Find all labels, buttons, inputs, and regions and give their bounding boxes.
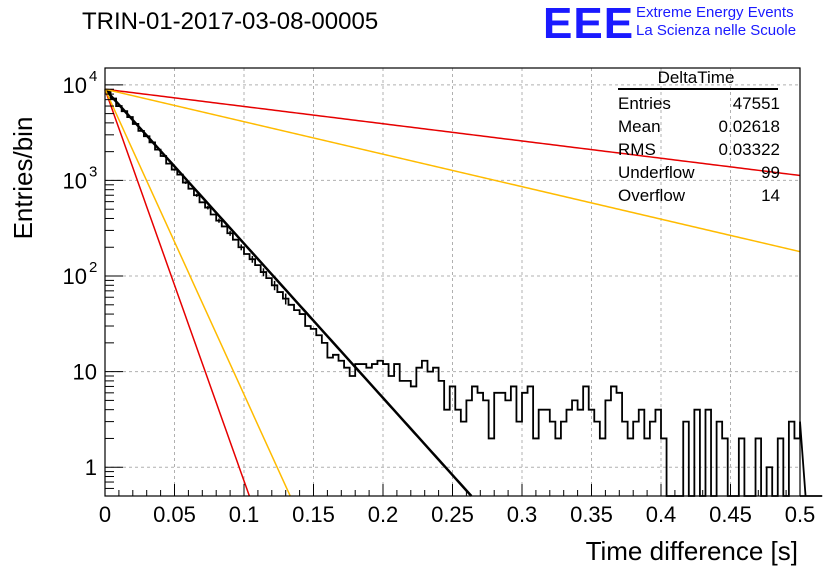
stats-label: Entries xyxy=(618,94,671,113)
stats-value: 14 xyxy=(761,186,780,205)
x-tick-label: 0.35 xyxy=(570,502,613,527)
x-tick-label: 0.25 xyxy=(431,502,474,527)
y-tick-exponent: 3 xyxy=(89,163,97,180)
stats-row-underflow: Underflow 99 xyxy=(612,161,780,184)
stats-value: 0.02618 xyxy=(718,117,780,136)
y-tick-exponent: 4 xyxy=(89,68,97,85)
stats-label: RMS xyxy=(618,140,656,159)
x-tick-label: 0.2 xyxy=(368,502,399,527)
x-tick-label: 0.45 xyxy=(709,502,752,527)
stats-label: Underflow xyxy=(618,163,695,182)
fit-curves xyxy=(104,88,801,497)
x-tick-label: 0.3 xyxy=(507,502,538,527)
stats-box-title: DeltaTime xyxy=(657,68,735,87)
x-tick-label: 0.15 xyxy=(292,502,335,527)
stats-row-overflow: Overflow 14 xyxy=(612,184,780,207)
y-tick-label: 10 xyxy=(63,168,87,193)
y-tick-exponent: 2 xyxy=(89,259,97,276)
stats-box: DeltaTime Entries 47551 Mean 0.02618 RMS… xyxy=(612,68,780,207)
logo-line-1: Extreme Energy Events xyxy=(636,4,794,21)
y-tick-label: 1 xyxy=(85,455,97,480)
fit-curve xyxy=(104,88,291,497)
stats-label: Overflow xyxy=(618,186,686,205)
stats-row-mean: Mean 0.02618 xyxy=(612,115,780,138)
stats-label: Mean xyxy=(618,117,661,136)
stats-box-divider xyxy=(618,88,778,90)
stats-value: 0.03322 xyxy=(718,140,780,159)
x-tick-label: 0 xyxy=(99,502,111,527)
stats-row-entries: Entries 47551 xyxy=(612,92,780,115)
fit-curve xyxy=(104,88,473,497)
chart-title: TRIN-01-2017-03-08-00005 xyxy=(82,8,379,35)
y-tick-label: 10 xyxy=(63,73,87,98)
stats-value: 47551 xyxy=(732,94,780,113)
eee-logo: EEE xyxy=(543,0,635,48)
x-axis-ticks: 0 0.05 0.1 0.15 0.2 0.25 0.3 0.35 0.4 0.45 0.5 xyxy=(99,484,815,527)
fit-curve xyxy=(104,88,801,253)
fit-curve xyxy=(104,88,251,497)
y-axis-label: Entries/bin xyxy=(8,117,38,240)
x-tick-label: 0.1 xyxy=(229,502,260,527)
stats-row-rms: RMS 0.03322 xyxy=(612,138,780,161)
eee-logo-text: Extreme Energy Events La Scienza nelle S… xyxy=(636,4,796,40)
stats-value: 99 xyxy=(761,163,780,182)
fit-curve xyxy=(104,88,801,177)
y-tick-label: 10 xyxy=(63,264,87,289)
logo-line-2: La Scienza nelle Scuole xyxy=(636,22,797,39)
x-axis-label: Time difference [s] xyxy=(586,536,798,566)
x-tick-label: 0.5 xyxy=(785,502,816,527)
x-tick-label: 0.4 xyxy=(646,502,677,527)
y-tick-label: 10 xyxy=(73,360,97,385)
x-tick-label: 0.05 xyxy=(153,502,196,527)
